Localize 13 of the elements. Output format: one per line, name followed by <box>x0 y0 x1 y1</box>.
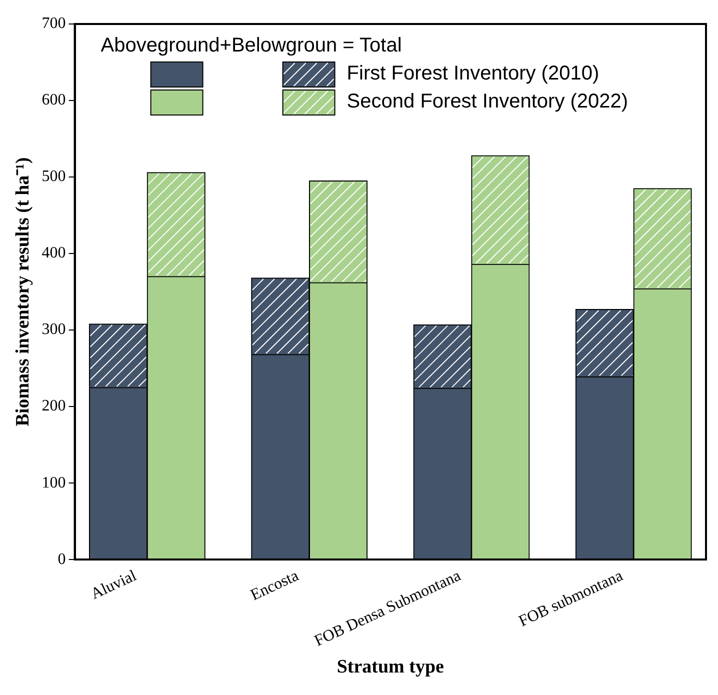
legend-title: Aboveground+Belowgroun = Total <box>100 34 402 57</box>
legend-label: Second Forest Inventory (2022) <box>346 90 628 113</box>
x-axis-title: Stratum type <box>336 656 444 678</box>
y-tick-label: 400 <box>42 244 66 262</box>
y-tick-label: 0 <box>58 550 66 568</box>
legend-label: First Forest Inventory (2010) <box>346 62 600 85</box>
y-tick-label: 100 <box>42 474 66 492</box>
y-axis-title: Biomass inventory results (t ha⁻¹) <box>12 157 34 426</box>
y-tick-label: 600 <box>42 92 66 109</box>
y-tick-label: 700 <box>42 15 66 32</box>
y-tick-label: 500 <box>42 168 66 186</box>
y-tick-label: 300 <box>42 321 66 338</box>
y-tick-label: 200 <box>42 398 66 415</box>
